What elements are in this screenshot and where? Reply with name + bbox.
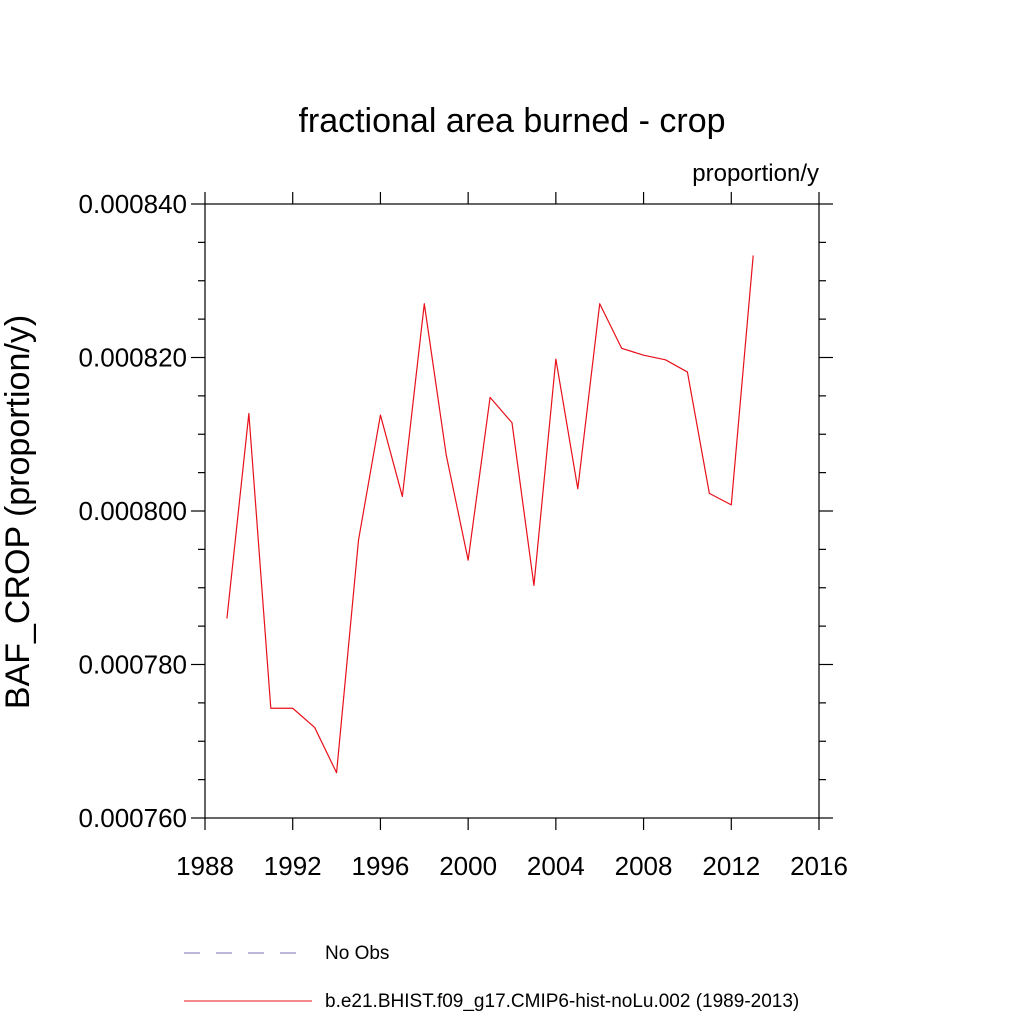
- x-tick-label: 2004: [527, 851, 585, 881]
- y-axis-label: BAF_CROP (proportion/y): [0, 315, 37, 709]
- x-tick-label: 2000: [439, 851, 497, 881]
- data-series: [226, 255, 754, 774]
- y-tick-label: 0.000760: [79, 803, 187, 833]
- x-tick-label: 2012: [702, 851, 760, 881]
- legend-label-no-obs: No Obs: [325, 943, 389, 964]
- y-tick-label: 0.000820: [79, 343, 187, 373]
- series-line: [226, 255, 754, 774]
- chart-title: fractional area burned - crop: [298, 102, 725, 140]
- y-tick-label: 0.000840: [79, 189, 187, 219]
- axis-ticks: [191, 192, 833, 830]
- plot-frame: [204, 203, 820, 819]
- legend: No Obs b.e21.BHIST.f09_g17.CMIP6-hist-no…: [184, 943, 799, 1012]
- y-tick-labels: 0.000760 0.000780 0.000800 0.000820 0.000840: [79, 189, 187, 833]
- x-tick-label: 2008: [615, 851, 673, 881]
- legend-label-model: b.e21.BHIST.f09_g17.CMIP6-hist-noLu.002 …: [325, 991, 799, 1012]
- x-tick-label: 1996: [352, 851, 410, 881]
- x-tick-label: 1988: [176, 851, 234, 881]
- y-tick-label: 0.000800: [79, 496, 187, 526]
- x-tick-labels: 1988 1992 1996 2000 2004 2008 2012 2016: [176, 851, 848, 881]
- y-tick-label: 0.000780: [79, 650, 187, 680]
- units-label: proportion/y: [692, 160, 819, 187]
- x-tick-label: 2016: [790, 851, 848, 881]
- x-tick-label: 1992: [264, 851, 322, 881]
